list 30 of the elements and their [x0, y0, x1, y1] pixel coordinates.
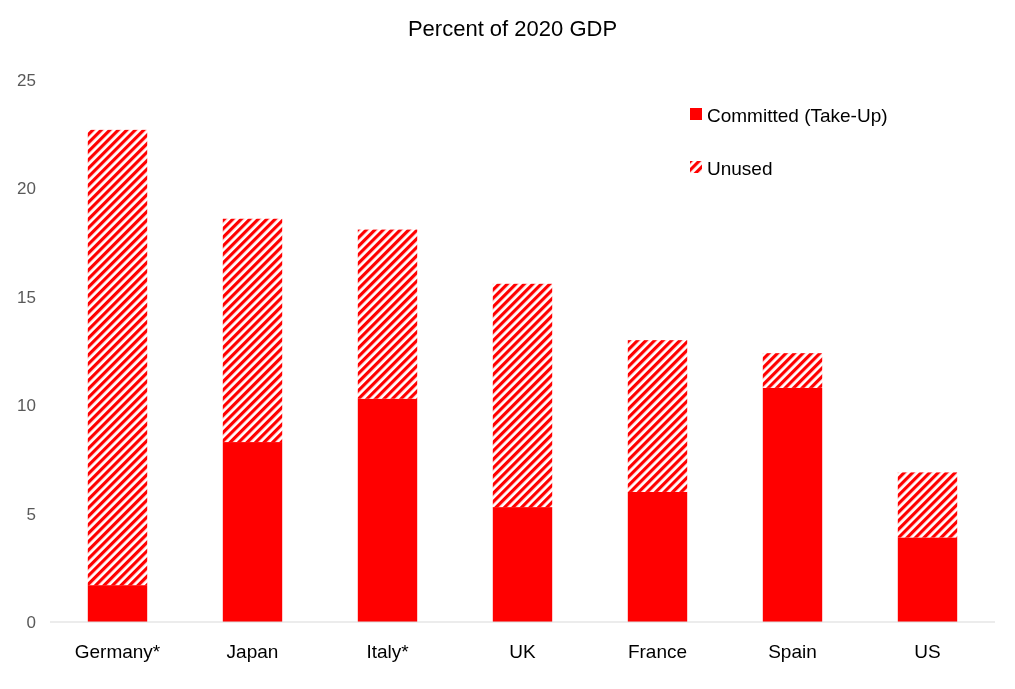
y-tick-label: 0 — [26, 612, 36, 632]
bar — [897, 472, 958, 538]
legend-label: Unused — [707, 157, 773, 179]
bar — [87, 585, 148, 622]
bar — [627, 340, 688, 492]
bar — [762, 387, 823, 622]
x-tick-label: Japan — [226, 641, 279, 662]
y-tick-label: 5 — [26, 504, 36, 524]
y-tick-label: 20 — [17, 179, 36, 199]
bar — [492, 283, 553, 508]
x-tick-label: Spain — [768, 641, 817, 662]
y-tick-label: 25 — [17, 70, 36, 90]
y-tick-label: 10 — [17, 396, 36, 416]
bar — [357, 229, 418, 399]
x-tick-label: US — [914, 641, 941, 662]
y-tick-label: 15 — [17, 287, 36, 307]
bar — [492, 507, 553, 622]
bar — [357, 398, 418, 622]
x-tick-label: UK — [509, 641, 537, 662]
bar — [222, 218, 283, 443]
bar — [762, 353, 823, 388]
x-tick-label: Germany* — [74, 641, 161, 662]
legend-label: Committed (Take-Up) — [707, 104, 888, 126]
bar — [87, 129, 148, 586]
x-tick-label: Italy* — [366, 641, 410, 662]
chart-title: Percent of 2020 GDP — [407, 16, 618, 41]
x-tick-label: France — [627, 641, 688, 662]
bar — [897, 537, 958, 622]
bar — [222, 442, 283, 622]
bar — [627, 491, 688, 622]
